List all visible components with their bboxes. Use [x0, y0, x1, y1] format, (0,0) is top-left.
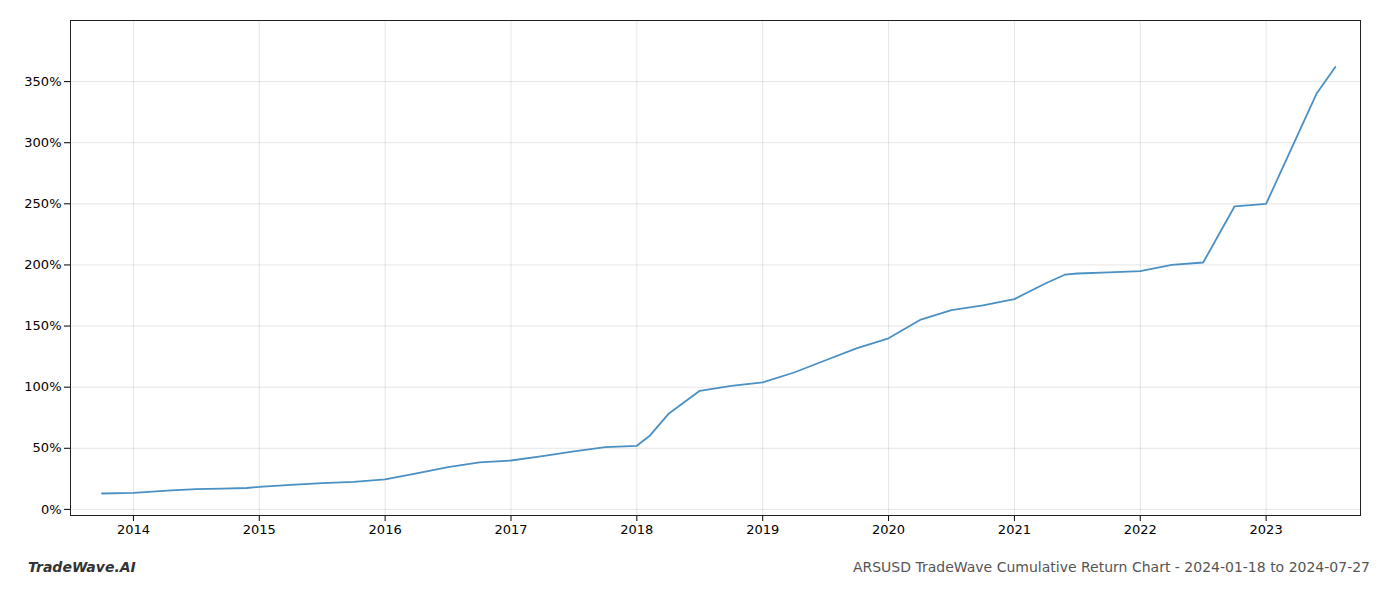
svg-text:150%: 150% — [24, 318, 61, 333]
svg-text:2014: 2014 — [117, 522, 150, 537]
svg-text:2020: 2020 — [872, 522, 905, 537]
svg-text:2017: 2017 — [494, 522, 527, 537]
svg-text:50%: 50% — [33, 440, 62, 455]
svg-text:200%: 200% — [24, 257, 61, 272]
html-text:ARSUSD TradeWave Cumulative Re: ARSUSD TradeWave Cumulative Return Chart… — [852, 559, 1370, 575]
svg-text:2022: 2022 — [1124, 522, 1157, 537]
svg-text:2015: 2015 — [243, 522, 276, 537]
svg-text:0%: 0% — [41, 502, 62, 517]
svg-text:2021: 2021 — [998, 522, 1031, 537]
svg-text:2019: 2019 — [746, 522, 779, 537]
html-text:TradeWave.AI: TradeWave.AI — [28, 559, 136, 575]
svg-text:2023: 2023 — [1250, 522, 1283, 537]
svg-text:100%: 100% — [24, 379, 61, 394]
svg-text:2016: 2016 — [369, 522, 402, 537]
svg-text:300%: 300% — [24, 135, 61, 150]
svg-text:2018: 2018 — [620, 522, 653, 537]
svg-text:350%: 350% — [24, 74, 61, 89]
svg-text:250%: 250% — [24, 196, 61, 211]
